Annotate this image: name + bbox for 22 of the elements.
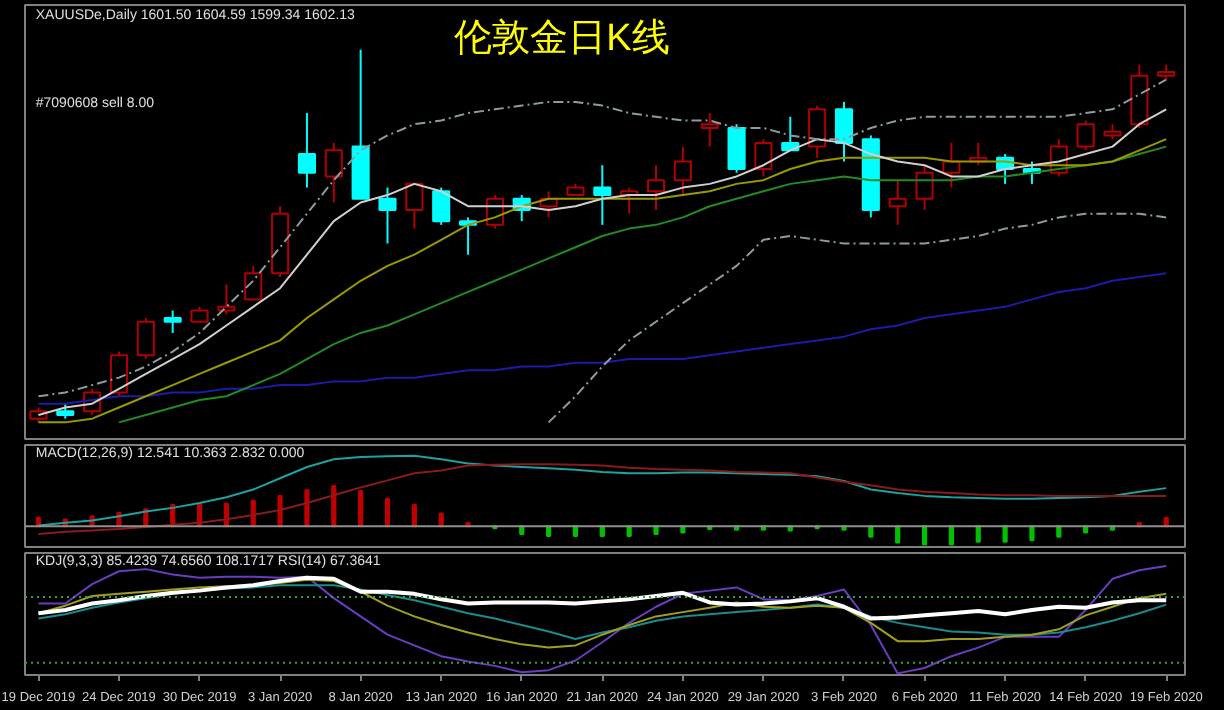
candlestick <box>754 138 773 178</box>
candlestick <box>915 164 934 211</box>
candlestick <box>405 182 424 230</box>
candlestick <box>297 112 316 189</box>
candlestick <box>1076 119 1095 152</box>
candlestick <box>700 112 719 148</box>
candlestick <box>808 104 827 159</box>
candlestick <box>378 186 397 245</box>
candlestick <box>834 100 854 163</box>
candlestick <box>673 145 692 197</box>
chart-title: 伦敦金日K线 <box>454 18 670 61</box>
candlestick <box>109 350 129 398</box>
candlestick <box>136 317 155 361</box>
candlestick <box>727 123 746 174</box>
candlestick <box>163 309 182 334</box>
candlestick <box>324 141 343 204</box>
candlestick <box>432 186 451 226</box>
candlestick <box>217 283 236 316</box>
candlestick <box>888 179 907 226</box>
candlestick <box>244 264 263 301</box>
candlestick <box>646 164 666 211</box>
candlestick <box>593 164 612 226</box>
